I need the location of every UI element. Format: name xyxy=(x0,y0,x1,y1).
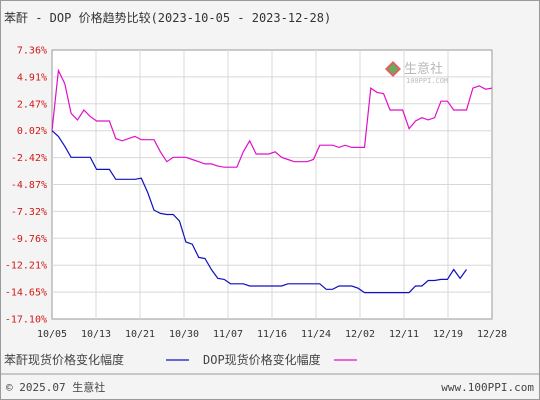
logo-inner-icon xyxy=(388,64,398,74)
series-lines xyxy=(51,68,493,294)
series-line-2 xyxy=(51,68,493,168)
x-tick-label: 11/07 xyxy=(213,329,243,340)
series-line-1 xyxy=(51,130,467,294)
watermark-name: 生意社 xyxy=(404,61,443,77)
x-axis-ticks: 10/05 10/13 10/21 10/30 11/07 11/16 11/24 12/02… xyxy=(37,329,507,340)
y-tick-label: -2.42% xyxy=(11,153,47,164)
y-tick-label: 4.91% xyxy=(17,72,47,83)
x-tick-label: 12/19 xyxy=(433,329,463,340)
footer-url[interactable]: www.100PPI.com xyxy=(441,381,534,394)
y-tick-label: -7.32% xyxy=(11,207,47,218)
legend-label-series-2: DOP现货价格变化幅度 xyxy=(203,352,321,367)
y-axis-ticks: 7.36% 4.91% 2.47% 0.02% -2.42% -4.87% -7.32% -9… xyxy=(5,46,47,326)
watermark-url: 100PPI.COM xyxy=(406,77,448,85)
x-tick-label: 10/21 xyxy=(125,329,155,340)
y-tick-label: -9.76% xyxy=(11,234,47,245)
y-tick-label: -4.87% xyxy=(11,180,47,191)
y-tick-label: -17.10% xyxy=(5,315,47,326)
y-tick-label: 7.36% xyxy=(17,46,47,57)
legend-label-series-1: 苯酐现货价格变化幅度 xyxy=(4,352,124,367)
y-tick-label: 2.47% xyxy=(17,99,47,110)
x-tick-label: 10/05 xyxy=(37,329,67,340)
x-tick-label: 11/24 xyxy=(301,329,331,340)
y-tick-label: -12.21% xyxy=(5,261,47,272)
x-tick-label: 10/30 xyxy=(169,329,199,340)
grid-lines xyxy=(52,50,492,319)
x-tick-label: 12/02 xyxy=(345,329,375,340)
footer-copyright: © 2025.07 生意社 xyxy=(6,380,105,394)
x-tick-label: 12/11 xyxy=(389,329,419,340)
x-tick-label: 10/13 xyxy=(81,329,111,340)
legend: 苯酐现货价格变化幅度 DOP现货价格变化幅度 xyxy=(4,352,357,367)
y-tick-label: 0.02% xyxy=(17,126,47,137)
watermark-logo: 生意社 100PPI.COM xyxy=(385,61,448,85)
x-tick-label: 11/16 xyxy=(257,329,287,340)
y-tick-label: -14.65% xyxy=(5,288,47,299)
x-tick-label: 12/28 xyxy=(477,329,507,340)
chart-title: 苯酐 - DOP 价格趋势比较(2023-10-05 - 2023-12-28) xyxy=(4,11,332,25)
